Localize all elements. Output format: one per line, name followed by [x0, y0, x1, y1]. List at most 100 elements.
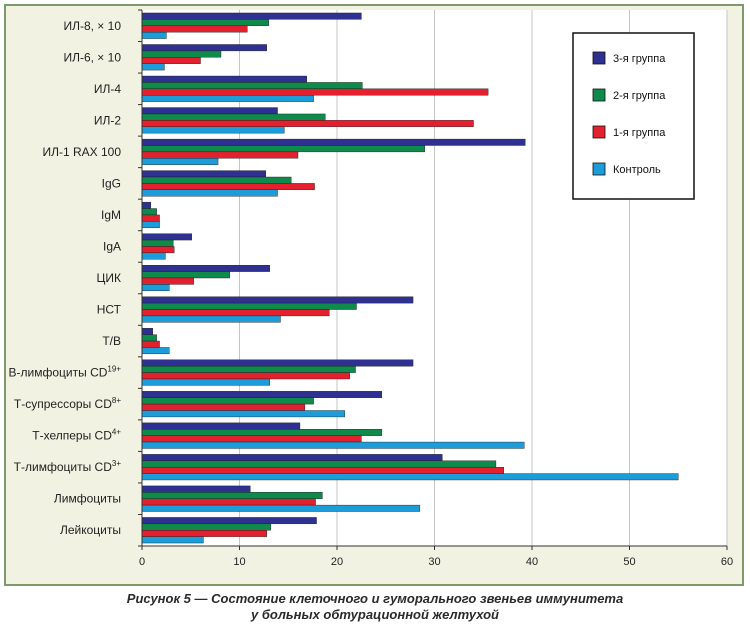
- bar-4-10: [141, 315, 281, 323]
- bar-3-10: [141, 309, 330, 317]
- category-label: Т-хелперы CD4+: [32, 428, 121, 443]
- legend-swatch: [592, 162, 606, 176]
- bar-1-12: [141, 359, 414, 367]
- category-labels: ИЛ-8, × 10 ИЛ-6, × 10 ИЛ-4 ИЛ-2 ИЛ-1 RAX 100…: [9, 19, 122, 537]
- x-tick-label: 60: [721, 556, 733, 568]
- bar-2-10: [141, 302, 357, 310]
- bar-3-11: [141, 340, 160, 348]
- bar-2-17: [141, 523, 271, 531]
- category-label: ИЛ-1 RAX 100: [42, 145, 121, 159]
- bar-4-3: [141, 95, 314, 102]
- x-tick-label: 0: [139, 556, 145, 568]
- bar-1-15: [141, 454, 443, 461]
- legend-label: 3-я группа: [613, 53, 666, 65]
- category-label: IgM: [101, 208, 121, 222]
- bar-1-8: [141, 233, 192, 241]
- bar-2-11: [141, 334, 157, 342]
- bar-2-2: [141, 50, 222, 58]
- bar-2-12: [141, 365, 356, 373]
- category-label: НСТ: [97, 303, 122, 317]
- x-tick-label: 10: [233, 556, 245, 568]
- bar-3-4: [141, 120, 474, 127]
- bar-4-7: [141, 221, 160, 228]
- bar-4-16: [141, 504, 421, 512]
- bar-4-5: [141, 158, 219, 165]
- x-tick-label: 50: [623, 556, 635, 568]
- category-label: ЦИК: [97, 271, 122, 285]
- category-label: ИЛ-2: [94, 113, 121, 127]
- bar-4-17: [141, 536, 204, 544]
- bar-1-5: [141, 138, 526, 146]
- bar-4-15: [141, 473, 679, 481]
- bar-1-7: [141, 201, 151, 209]
- x-tick-label: 20: [331, 556, 343, 568]
- x-axis-ticks: 0 10 20 30 40 50 60: [138, 9, 733, 568]
- category-label: IgG: [102, 176, 121, 190]
- bar-chart: ИЛ-8, × 10 ИЛ-6, × 10 ИЛ-4 ИЛ-2 ИЛ-1 RAX 100…: [9, 9, 733, 568]
- bar-1-16: [141, 485, 251, 493]
- bar-1-9: [141, 265, 270, 272]
- category-label: ИЛ-6, × 10: [63, 50, 121, 64]
- category-label: В-лимфоциты CD19+: [9, 365, 122, 380]
- bar-2-15: [141, 460, 497, 468]
- bar-4-13: [141, 410, 346, 418]
- bar-3-14: [141, 435, 362, 443]
- bar-4-9: [141, 284, 170, 291]
- bar-3-9: [141, 277, 194, 285]
- bar-4-8: [141, 252, 166, 260]
- bar-2-3: [141, 82, 363, 90]
- caption-line-2: у больных обтурационной желтухой: [251, 607, 499, 622]
- bar-2-9: [141, 271, 230, 279]
- category-label: IgA: [103, 239, 121, 253]
- bar-4-11: [141, 347, 170, 355]
- bar-2-16: [141, 492, 323, 499]
- figure-caption: Рисунок 5 — Состояние клеточного и гумор…: [0, 591, 750, 623]
- caption-line-1: Рисунок 5 — Состояние клеточного и гумор…: [126, 591, 624, 606]
- bar-3-15: [141, 466, 504, 474]
- bar-4-12: [141, 378, 270, 386]
- category-label: Лимфоциты: [54, 492, 121, 506]
- x-tick-label: 40: [526, 556, 538, 568]
- bar-2-4: [141, 113, 326, 121]
- bar-4-2: [141, 63, 165, 71]
- category-label: ИЛ-8, × 10: [63, 19, 121, 33]
- bar-1-13: [141, 391, 383, 398]
- bar-4-14: [141, 441, 525, 449]
- bar-1-17: [141, 517, 317, 525]
- bar-3-13: [141, 403, 306, 411]
- bar-1-4: [141, 107, 278, 115]
- legend-label: Контроль: [613, 164, 661, 176]
- bar-1-14: [141, 422, 301, 430]
- bar-3-1: [141, 25, 248, 33]
- bar-2-14: [141, 429, 383, 436]
- bar-3-16: [141, 498, 316, 506]
- bar-2-6: [141, 176, 292, 184]
- legend-label: 1-я группа: [613, 127, 666, 139]
- bar-1-3: [141, 75, 307, 83]
- bar-4-4: [141, 126, 285, 134]
- category-label: ИЛ-4: [94, 82, 121, 96]
- bar-2-7: [141, 208, 157, 216]
- bars: [141, 12, 679, 544]
- bar-2-8: [141, 239, 174, 247]
- bar-4-1: [141, 31, 167, 39]
- category-label: Т/В: [102, 334, 121, 348]
- bar-3-2: [141, 57, 201, 64]
- bar-1-1: [141, 12, 362, 20]
- bar-1-10: [141, 296, 414, 304]
- category-label: Лейкоциты: [60, 523, 121, 537]
- bar-1-11: [141, 328, 153, 335]
- bar-1-6: [141, 170, 267, 178]
- bar-2-13: [141, 397, 314, 405]
- legend-swatch: [592, 51, 606, 65]
- bar-2-5: [141, 145, 425, 153]
- legend-swatch: [592, 125, 606, 139]
- bar-3-3: [141, 88, 489, 96]
- bar-4-6: [141, 189, 278, 197]
- bar-1-2: [141, 44, 268, 52]
- bar-3-7: [141, 214, 160, 222]
- bar-3-6: [141, 183, 315, 191]
- bar-2-1: [141, 19, 269, 26]
- legend: 3-я группа 2-я группа 1-я группа Контроль: [572, 32, 695, 200]
- bar-3-17: [141, 530, 268, 537]
